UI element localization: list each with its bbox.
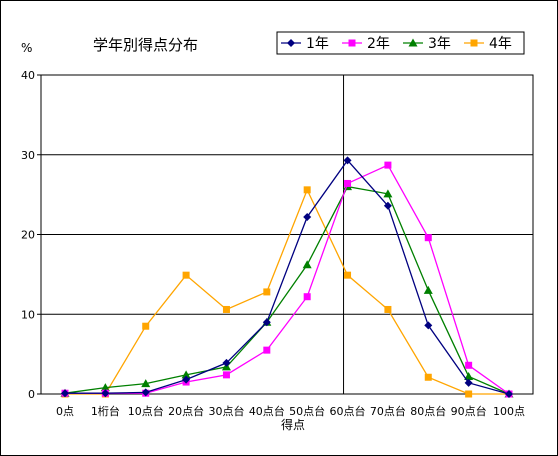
y-axis-unit-label: % — [21, 41, 32, 55]
x-tick-label: 60点台 — [330, 404, 366, 418]
data-point — [303, 186, 311, 194]
data-point — [344, 271, 352, 279]
legend-label: 1年 — [306, 36, 329, 52]
data-point — [424, 321, 433, 330]
data-point — [100, 383, 110, 392]
y-tick-label: 40 — [21, 69, 35, 82]
legend-box — [276, 31, 525, 55]
data-point — [61, 389, 69, 398]
data-point — [303, 212, 312, 221]
data-point — [263, 346, 271, 354]
data-point — [505, 390, 513, 398]
series-line — [65, 159, 510, 395]
data-point — [182, 375, 191, 384]
data-point — [222, 371, 230, 379]
data-point — [464, 371, 474, 380]
data-point — [383, 201, 392, 210]
data-point — [182, 271, 190, 279]
data-point — [222, 358, 231, 367]
data-point — [142, 322, 150, 330]
data-point — [423, 285, 433, 294]
data-point — [303, 293, 311, 301]
x-tick-label: 40点台 — [249, 404, 285, 418]
data-point — [384, 161, 392, 169]
data-point — [424, 373, 432, 381]
data-point — [384, 305, 392, 313]
legend-entry: 1年 — [281, 36, 329, 52]
x-tick-label: 1桁台 — [91, 404, 120, 418]
data-point — [222, 305, 230, 313]
x-tick-label: 50点台 — [289, 404, 325, 418]
data-point — [302, 260, 312, 269]
x-tick-label: 30点台 — [208, 404, 244, 418]
legend-swatch-marker — [408, 38, 418, 47]
legend-swatch-marker — [470, 39, 478, 47]
x-tick-label: 90点台 — [451, 404, 487, 418]
y-tick-label: 0 — [28, 388, 35, 401]
legend-label: 4年 — [489, 36, 512, 52]
series-line — [65, 164, 510, 395]
series-1 — [61, 156, 513, 398]
data-point — [465, 390, 473, 398]
x-tick-label: 70点台 — [370, 404, 406, 418]
data-point — [263, 288, 271, 296]
data-point — [344, 179, 352, 187]
x-tick-label: 100点 — [493, 405, 525, 418]
x-tick-label: 0点 — [56, 405, 74, 418]
data-point — [343, 156, 352, 165]
legend-label: 3年 — [428, 36, 451, 52]
y-tick-label: 20 — [21, 229, 35, 242]
data-point — [181, 370, 191, 379]
data-point — [101, 389, 110, 398]
legend-swatch-marker — [348, 39, 356, 47]
data-point — [465, 361, 473, 369]
x-tick-label: 20点台 — [168, 404, 204, 418]
y-tick-label: 10 — [21, 308, 35, 321]
data-point — [424, 234, 432, 242]
data-point — [141, 388, 150, 397]
legend-entry: 3年 — [403, 36, 451, 52]
y-tick-label: 30 — [21, 149, 35, 162]
legend-entry: 2年 — [342, 36, 390, 52]
legend-entry: 4年 — [464, 36, 512, 52]
legend-swatch-marker — [287, 39, 295, 47]
chart-title: 学年別得点分布 — [93, 36, 198, 54]
legend-label: 2年 — [367, 36, 390, 52]
data-point — [141, 379, 151, 388]
data-point — [383, 189, 393, 198]
series-line — [64, 185, 510, 395]
x-tick-label: 80点台 — [410, 404, 446, 418]
x-tick-label: 10点台 — [128, 404, 164, 418]
data-point — [262, 318, 271, 327]
x-axis-title: 得点 — [281, 417, 305, 432]
series-line — [65, 188, 509, 395]
data-point — [464, 378, 473, 387]
